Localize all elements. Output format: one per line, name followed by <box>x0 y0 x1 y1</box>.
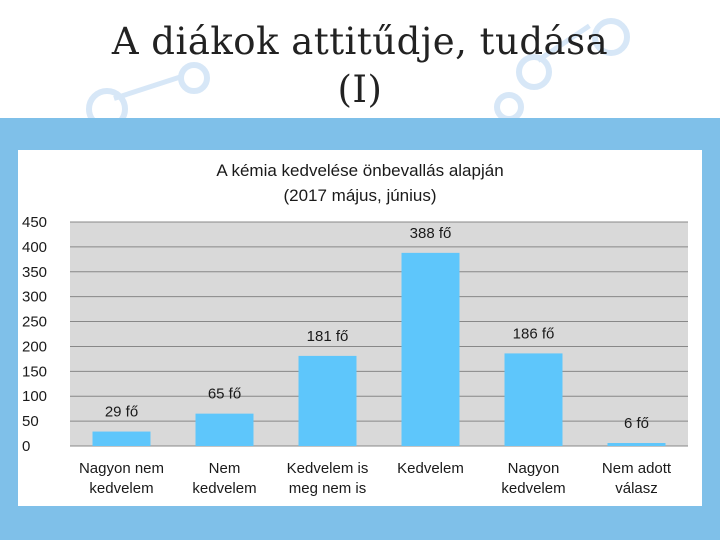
data-label: 388 fő <box>410 225 452 242</box>
plot-area <box>70 222 688 446</box>
category-label: Nagyon <box>508 460 560 477</box>
bar-chart: A kémia kedvelése önbevallás alapján (20… <box>22 161 688 497</box>
data-label: 29 fő <box>105 404 138 421</box>
chart-title-line1: A kémia kedvelése önbevallás alapján <box>216 161 503 180</box>
slide-title: A diákok attitűdje, tudása (I) <box>0 18 720 114</box>
data-labels: 29 fő 65 fő 181 fő 388 fő 186 fő 6 fő <box>105 225 649 432</box>
bar <box>401 252 460 446</box>
y-tick-label: 50 <box>22 413 39 430</box>
slide-header: A diákok attitűdje, tudása (I) <box>0 0 720 118</box>
slide-title-line1: A diákok attitűdje, tudása <box>111 20 609 63</box>
molecule-decoration <box>86 88 128 118</box>
molecule-decoration <box>494 92 524 118</box>
category-label: Kedvelem is <box>287 460 369 477</box>
bar <box>298 355 357 446</box>
category-label: Nem adott <box>602 460 672 477</box>
category-label: Nagyon nem <box>79 460 164 477</box>
category-label: Nem <box>209 460 241 477</box>
data-label: 186 fő <box>513 325 555 342</box>
chart-title-line2: (2017 május, június) <box>283 186 436 205</box>
y-axis-ticks: 0 50 100 150 200 250 300 350 400 450 <box>22 214 47 455</box>
bar <box>92 431 151 446</box>
bar <box>607 443 666 446</box>
category-label: kedvelem <box>501 480 565 497</box>
category-label: válasz <box>615 480 658 497</box>
y-tick-label: 100 <box>22 388 47 405</box>
x-axis-categories: Nagyon nem kedvelem Nem kedvelem Kedvelem is… <box>79 460 672 497</box>
slide-title-line2: (I) <box>337 68 383 111</box>
category-label: Kedvelem <box>397 460 464 477</box>
y-tick-label: 200 <box>22 338 47 355</box>
y-tick-label: 350 <box>22 264 47 281</box>
data-label: 6 fő <box>624 415 649 432</box>
chart-panel: A kémia kedvelése önbevallás alapján (20… <box>18 150 702 506</box>
bar <box>504 353 563 446</box>
bars <box>92 252 666 446</box>
category-label: meg nem is <box>289 480 367 497</box>
bar <box>195 413 254 446</box>
y-tick-label: 250 <box>22 314 47 331</box>
y-tick-label: 450 <box>22 214 47 231</box>
y-tick-label: 0 <box>22 438 30 455</box>
category-label: kedvelem <box>89 480 153 497</box>
molecule-decoration <box>592 18 630 56</box>
data-label: 181 fő <box>307 328 349 345</box>
data-label: 65 fő <box>208 386 241 403</box>
y-tick-label: 150 <box>22 363 47 380</box>
gridlines <box>70 221 688 447</box>
molecule-decoration <box>516 54 552 90</box>
category-label: kedvelem <box>192 480 256 497</box>
y-tick-label: 300 <box>22 289 47 306</box>
y-tick-label: 400 <box>22 239 47 256</box>
